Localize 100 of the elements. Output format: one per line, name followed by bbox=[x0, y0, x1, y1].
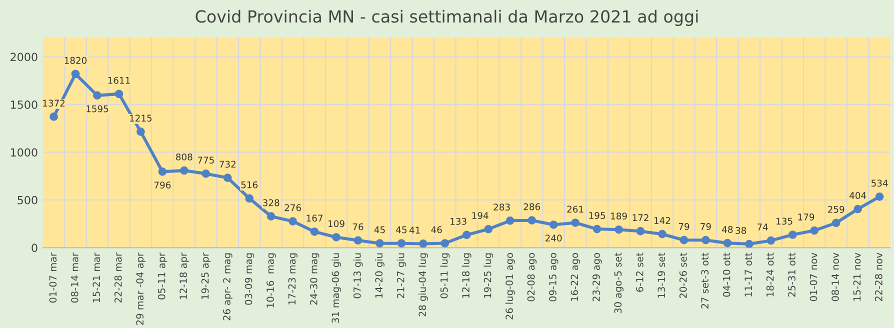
point bbox=[71, 70, 80, 78]
point bbox=[810, 226, 819, 235]
data-label: 76 bbox=[352, 223, 364, 230]
x-tick-label: 21-27 giu bbox=[396, 253, 406, 298]
x-tick-label: 22-28 nov bbox=[875, 252, 882, 301]
data-label: 195 bbox=[589, 212, 605, 219]
x-tick-label: 28 giu-04 lug bbox=[418, 253, 428, 316]
data-label: 79 bbox=[700, 223, 711, 230]
data-label: 179 bbox=[798, 214, 814, 220]
point bbox=[723, 238, 732, 248]
data-label: 45 bbox=[374, 226, 385, 234]
point bbox=[614, 225, 623, 234]
point bbox=[354, 236, 362, 245]
y-tick-label: 1000 bbox=[10, 148, 38, 157]
x-tick-label: 02-08 ago bbox=[527, 253, 537, 302]
x-tick-label: 20-26 set bbox=[679, 252, 687, 298]
data-label: 189 bbox=[611, 212, 627, 220]
data-label: 259 bbox=[828, 206, 844, 213]
point bbox=[332, 233, 340, 242]
data-label: 133 bbox=[450, 218, 466, 225]
point bbox=[223, 174, 232, 182]
point bbox=[202, 170, 210, 178]
point bbox=[180, 166, 188, 175]
data-label: 796 bbox=[154, 182, 171, 189]
x-tick-label: 15-21 mar bbox=[92, 252, 100, 302]
data-label: 1595 bbox=[86, 105, 108, 112]
x-tick-label: 01-07 mar bbox=[49, 252, 57, 303]
x-tick-label: 08-14 mar bbox=[70, 252, 78, 303]
data-label: 79 bbox=[678, 223, 690, 230]
point bbox=[832, 218, 840, 228]
point bbox=[549, 220, 558, 229]
x-tick-label: 17-23 mag bbox=[288, 253, 298, 304]
data-label: 38 bbox=[736, 226, 746, 234]
chart-title: Covid Provincia MN - casi settimanali da Marzo 2021 ad oggi bbox=[196, 10, 698, 26]
x-tick-label: 30 ago-5 set bbox=[614, 252, 624, 314]
point bbox=[875, 192, 884, 201]
data-label: 135 bbox=[776, 218, 792, 225]
x-tick-label: 22-28 mar bbox=[114, 252, 122, 303]
x-tick-label: 13-19 set bbox=[658, 252, 666, 298]
data-label: 167 bbox=[306, 214, 323, 222]
data-label: 142 bbox=[654, 217, 670, 224]
point bbox=[636, 227, 645, 236]
data-label: 109 bbox=[328, 220, 344, 228]
x-tick-label: 26 lug-01 ago bbox=[505, 253, 515, 320]
x-tick-label: 23-29 ago bbox=[592, 253, 602, 302]
x-tick-label: 6-12 set bbox=[636, 252, 644, 292]
data-label: 534 bbox=[872, 180, 888, 187]
data-label: 172 bbox=[632, 214, 648, 221]
point bbox=[288, 217, 297, 226]
point bbox=[158, 168, 167, 176]
data-label: 328 bbox=[263, 199, 280, 206]
data-label: 732 bbox=[220, 160, 236, 168]
x-tick-label: 15-21 nov bbox=[853, 252, 861, 301]
x-tick-label: 16-22 ago bbox=[570, 253, 580, 301]
x-tick-label: 05-11 apr bbox=[158, 252, 168, 300]
point bbox=[376, 239, 384, 248]
data-label: 45 bbox=[396, 226, 407, 234]
data-label: 74 bbox=[757, 224, 768, 230]
point bbox=[245, 194, 254, 203]
data-label: 276 bbox=[284, 204, 301, 212]
data-label: 286 bbox=[524, 203, 540, 210]
point bbox=[93, 91, 102, 100]
x-tick-label: 19-25 apr bbox=[201, 252, 211, 299]
x-tick-label: 18-24 ott bbox=[766, 252, 774, 296]
x-tick-label: 01-07 nov bbox=[810, 252, 818, 302]
data-label: 46 bbox=[431, 226, 442, 234]
point bbox=[528, 216, 536, 225]
point bbox=[266, 212, 276, 221]
point bbox=[571, 218, 580, 227]
x-tick-label: 27 set-3 ott bbox=[701, 252, 709, 308]
data-label: 516 bbox=[241, 181, 258, 188]
point bbox=[484, 224, 493, 234]
x-tick-label: 11-17 ott bbox=[744, 252, 752, 296]
point bbox=[745, 240, 754, 248]
point bbox=[462, 230, 471, 240]
point bbox=[702, 236, 710, 244]
point bbox=[114, 90, 124, 98]
y-tick-label: 0 bbox=[32, 244, 38, 252]
x-tick-label: 07-13 giu bbox=[353, 253, 363, 298]
point bbox=[506, 216, 514, 225]
point bbox=[50, 112, 58, 121]
x-tick-label: 25-31 ott bbox=[788, 252, 796, 297]
data-label: 1372 bbox=[43, 100, 65, 107]
data-label: 283 bbox=[494, 204, 510, 211]
x-tick-label: 29 mar -04 apr bbox=[136, 252, 146, 325]
x-tick-label: 10-16 mag bbox=[266, 253, 276, 308]
x-tick-label: 05-11 lug bbox=[440, 253, 450, 298]
point bbox=[419, 240, 428, 248]
point bbox=[136, 128, 145, 136]
data-label: 41 bbox=[409, 226, 420, 234]
point bbox=[310, 228, 319, 236]
x-tick-label: 04-10 ott bbox=[722, 252, 730, 297]
point bbox=[397, 239, 406, 248]
x-tick-label: 31 mag-06 giu bbox=[332, 253, 341, 323]
x-tick-label: 12-18 apr bbox=[180, 252, 189, 299]
data-label: 808 bbox=[176, 154, 192, 160]
point bbox=[592, 224, 602, 234]
x-tick-label: 19-25 lug bbox=[484, 253, 494, 298]
point bbox=[658, 230, 666, 238]
data-label: 1820 bbox=[64, 56, 87, 64]
